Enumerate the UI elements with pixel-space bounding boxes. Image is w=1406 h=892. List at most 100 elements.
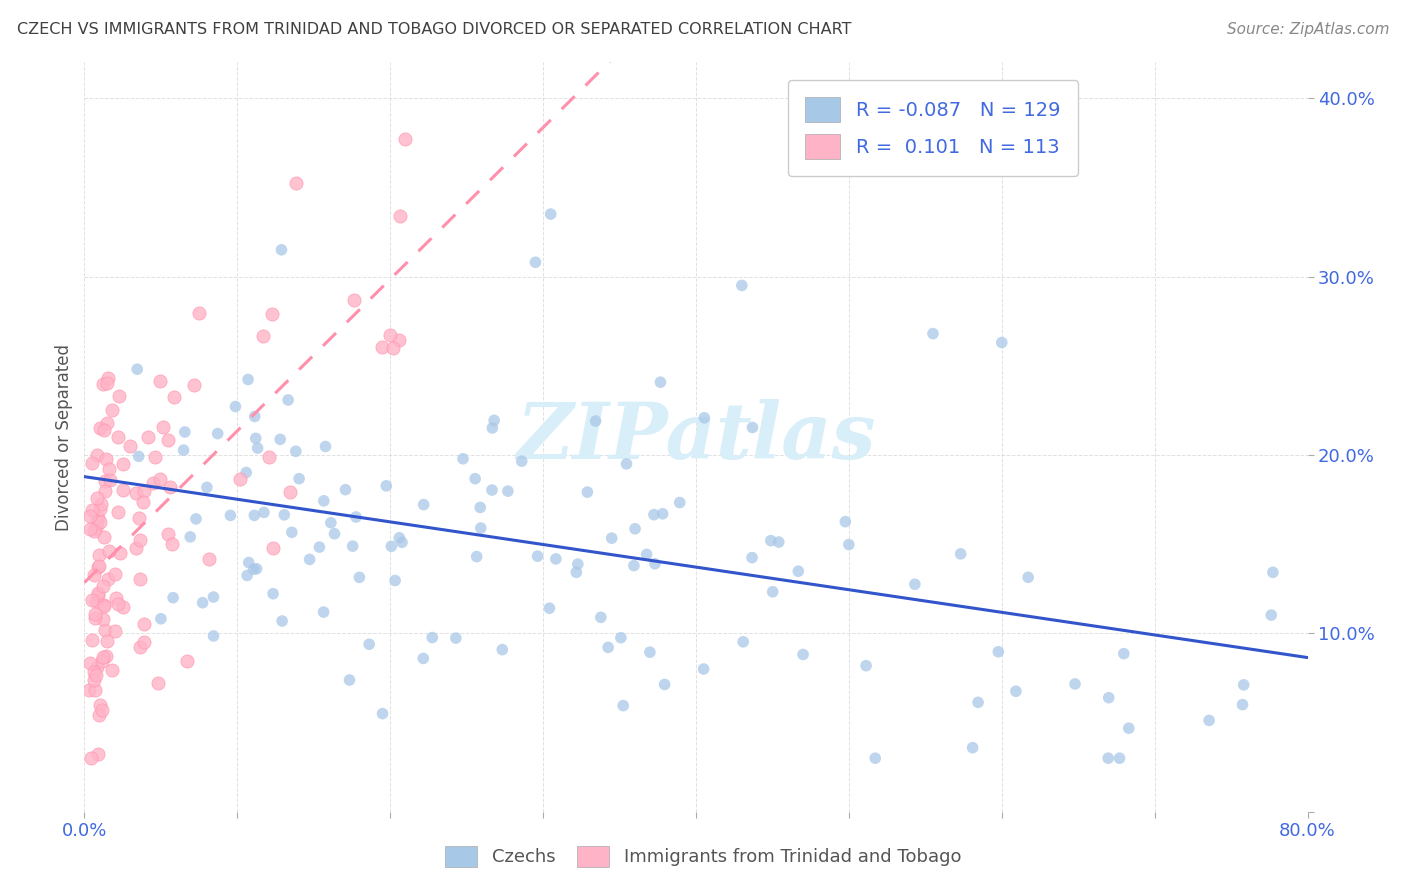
- Point: [444, 631, 467, 645]
- Point: [987, 645, 1010, 659]
- Point: [481, 483, 503, 497]
- Point: [79, 656, 101, 670]
- Point: [86, 660, 108, 674]
- Point: [160, 536, 183, 550]
- Point: [146, 676, 169, 690]
- Point: [863, 751, 886, 765]
- Point: [93, 599, 115, 613]
- Point: [93, 579, 115, 593]
- Point: [271, 614, 294, 628]
- Point: [124, 541, 146, 555]
- Point: [242, 562, 264, 576]
- Point: [84, 611, 107, 625]
- Point: [359, 637, 381, 651]
- Point: [1017, 570, 1039, 584]
- Point: [86, 747, 108, 762]
- Point: [156, 433, 179, 447]
- Point: [610, 631, 633, 645]
- Point: [733, 635, 755, 649]
- Point: [257, 450, 280, 464]
- Point: [83, 673, 105, 687]
- Point: [86, 448, 108, 462]
- Point: [420, 631, 443, 645]
- Point: [491, 642, 513, 657]
- Point: [236, 372, 259, 386]
- Point: [692, 662, 714, 676]
- Point: [269, 433, 291, 447]
- Point: [149, 472, 172, 486]
- Point: [464, 472, 486, 486]
- Point: [132, 634, 155, 648]
- Point: [349, 570, 371, 584]
- Point: [598, 640, 620, 655]
- Point: [82, 503, 104, 517]
- Point: [246, 441, 269, 455]
- Point: [187, 306, 209, 320]
- Point: [741, 420, 763, 434]
- Point: [83, 524, 105, 538]
- Point: [253, 505, 276, 519]
- Point: [195, 480, 218, 494]
- Point: [650, 375, 672, 389]
- Point: [759, 533, 782, 548]
- Point: [97, 573, 120, 587]
- Point: [128, 450, 150, 464]
- Point: [86, 491, 108, 505]
- Point: [86, 594, 108, 608]
- Point: [238, 556, 260, 570]
- Point: [576, 485, 599, 500]
- Point: [179, 530, 201, 544]
- Point: [93, 484, 115, 499]
- Point: [94, 623, 117, 637]
- Point: [638, 645, 661, 659]
- Point: [198, 552, 221, 566]
- Point: [101, 403, 124, 417]
- Point: [384, 574, 406, 588]
- Point: [162, 390, 184, 404]
- Point: [855, 658, 877, 673]
- Point: [540, 207, 562, 221]
- Point: [87, 588, 110, 602]
- Point: [388, 333, 411, 347]
- Point: [127, 362, 149, 376]
- Point: [375, 479, 398, 493]
- Point: [623, 558, 645, 573]
- Point: [96, 648, 118, 663]
- Point: [191, 596, 214, 610]
- Point: [84, 667, 107, 681]
- Point: [100, 473, 122, 487]
- Point: [465, 549, 488, 564]
- Point: [83, 665, 105, 680]
- Point: [371, 340, 394, 354]
- Point: [394, 132, 416, 146]
- Point: [84, 521, 107, 535]
- Point: [922, 326, 945, 341]
- Point: [1261, 566, 1284, 580]
- Point: [136, 429, 159, 443]
- Point: [79, 522, 101, 536]
- Point: [380, 539, 402, 553]
- Point: [89, 698, 111, 712]
- Point: [470, 500, 492, 515]
- Point: [98, 462, 121, 476]
- Point: [967, 695, 990, 709]
- Point: [93, 649, 115, 664]
- Point: [83, 683, 105, 698]
- Point: [731, 278, 754, 293]
- Y-axis label: Divorced or Separated: Divorced or Separated: [55, 343, 73, 531]
- Point: [768, 535, 790, 549]
- Point: [229, 472, 252, 486]
- Point: [108, 546, 131, 560]
- Point: [277, 392, 299, 407]
- Point: [111, 457, 134, 471]
- Point: [470, 521, 492, 535]
- Point: [97, 543, 120, 558]
- Point: [343, 293, 366, 307]
- Point: [100, 663, 122, 677]
- Point: [80, 632, 103, 647]
- Point: [1198, 714, 1220, 728]
- Point: [589, 610, 612, 624]
- Point: [104, 591, 127, 606]
- Point: [162, 591, 184, 605]
- Point: [567, 557, 589, 571]
